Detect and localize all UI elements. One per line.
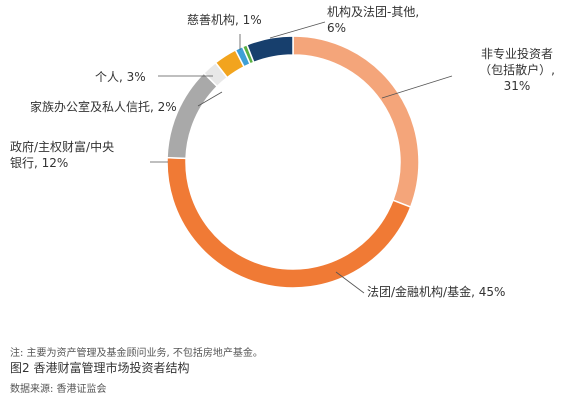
leader-line-0 bbox=[381, 75, 453, 99]
slice-label-line: 机构及法团-其他, bbox=[327, 4, 419, 19]
donut-slice-2 bbox=[166, 71, 219, 160]
slice-label-line: 政府/主权财富/中央 bbox=[10, 139, 114, 154]
slice-label-4: 个人, 3% bbox=[95, 70, 146, 84]
figure-title: 图2 香港财富管理市场投资者结构 bbox=[10, 361, 190, 375]
slice-label-line: 银行, 12% bbox=[10, 156, 68, 170]
slice-label-line: 慈善机构, 1% bbox=[187, 12, 262, 27]
slice-label-3: 家族办公室及私人信托, 2% bbox=[30, 99, 177, 114]
chart-note: 注: 主要为资产管理及基金顾问业务, 不包括房地产基金。 bbox=[10, 348, 263, 359]
slice-label-line: （包括散户）, bbox=[479, 62, 555, 77]
donut-slice-0 bbox=[292, 35, 420, 208]
donut-slice-1 bbox=[166, 156, 412, 289]
slice-label-line: 个人, 3% bbox=[95, 70, 146, 84]
donut-chart: 非专业投资者（包括散户）, 31% 法团/金融机构/基金, 45% 政府/主权财富/中… bbox=[10, 4, 555, 299]
slice-label-line: 31% bbox=[504, 79, 531, 93]
slice-label-line: 6% bbox=[327, 21, 346, 35]
slice-label-5: 慈善机构, 1% bbox=[187, 12, 262, 27]
slice-label-line: 家族办公室及私人信托, 2% bbox=[30, 99, 177, 114]
leader-line-6 bbox=[269, 21, 326, 39]
slice-label-6: 机构及法团-其他, 6% bbox=[327, 4, 419, 35]
slice-label-line: 法团/金融机构/基金, 45% bbox=[367, 284, 505, 299]
slice-label-1: 法团/金融机构/基金, 45% bbox=[367, 284, 505, 299]
data-source: 数据来源: 香港证监会 bbox=[10, 384, 107, 395]
leader-line-1 bbox=[335, 271, 365, 294]
slice-label-line: 非专业投资者 bbox=[481, 46, 553, 61]
slice-label-0: 非专业投资者（包括散户）, 31% bbox=[479, 46, 555, 93]
leader-line-3 bbox=[197, 91, 223, 107]
donut-slice-6 bbox=[245, 35, 294, 64]
slice-label-2: 政府/主权财富/中央银行, 12% bbox=[10, 139, 114, 170]
